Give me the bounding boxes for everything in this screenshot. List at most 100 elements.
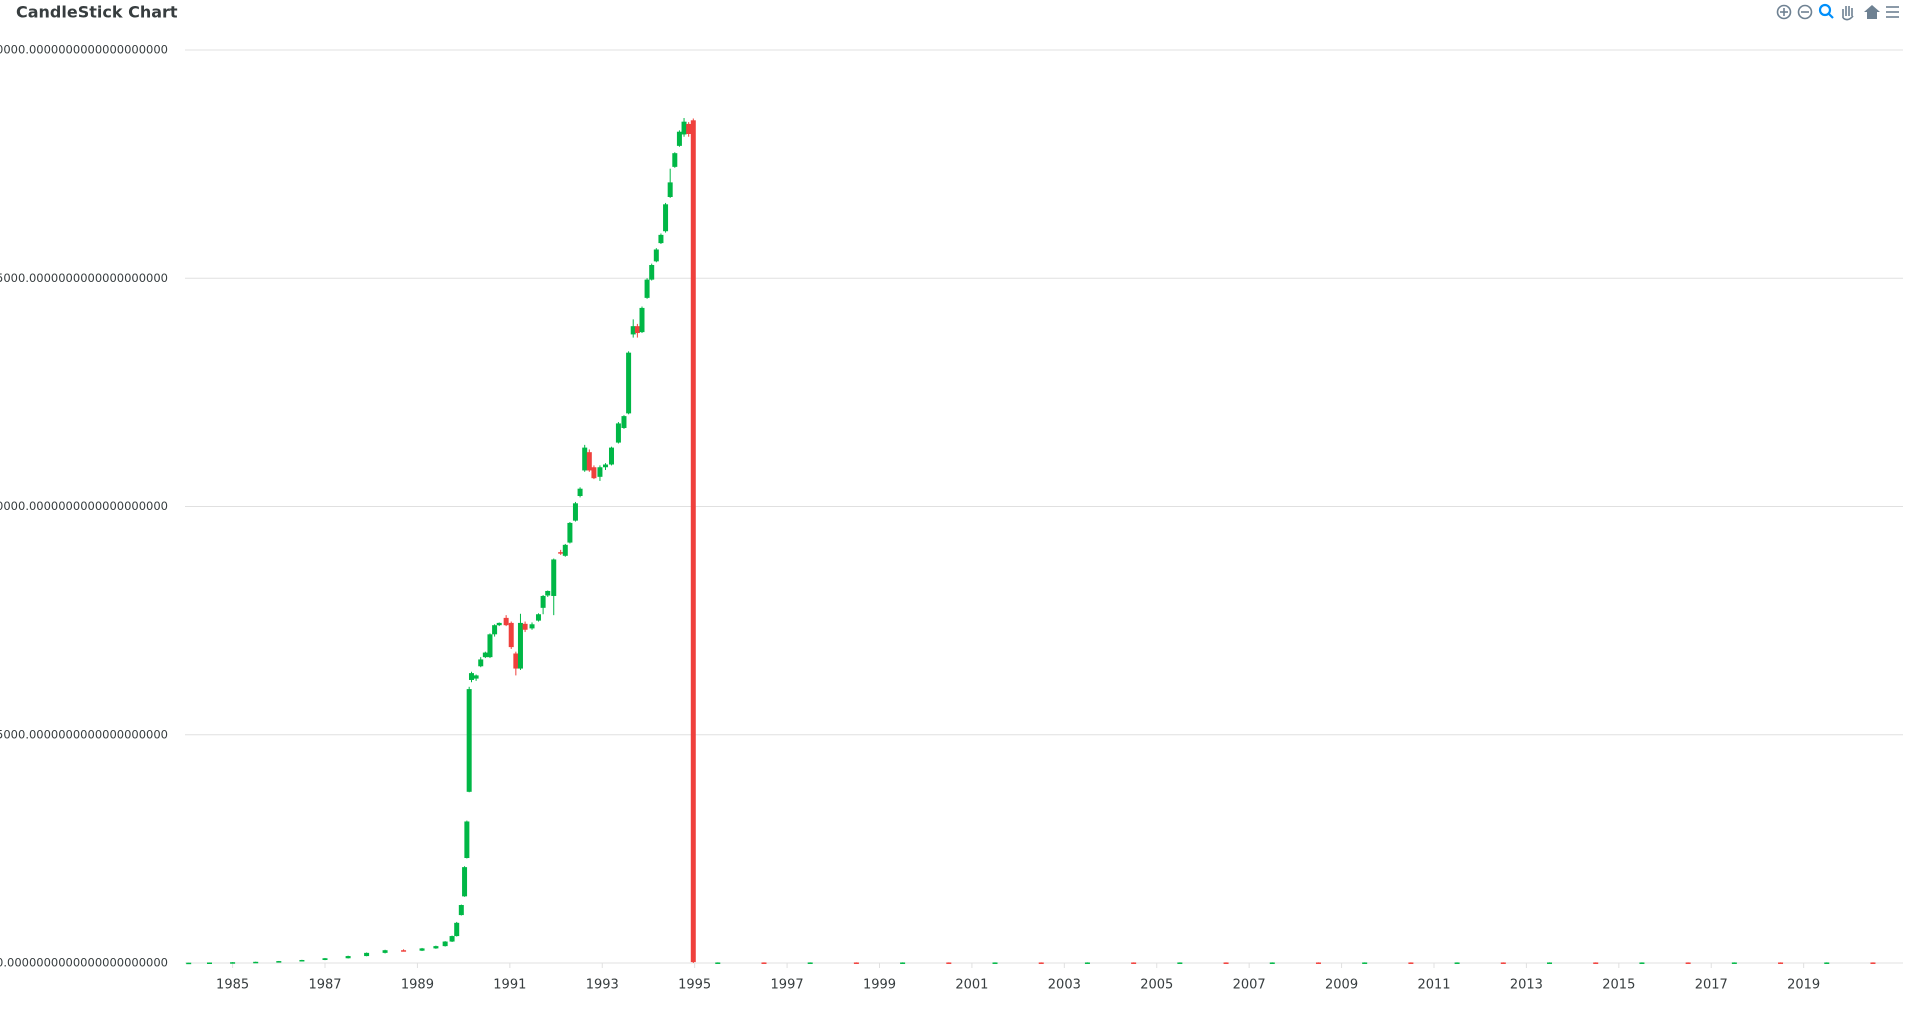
candle-body — [522, 623, 528, 630]
candle-body — [597, 467, 603, 477]
candle-body — [658, 234, 664, 244]
candle-body — [686, 123, 692, 134]
candle-body — [487, 634, 493, 658]
candle-body — [1500, 962, 1506, 964]
candle-body — [853, 962, 859, 964]
candle-body — [649, 265, 655, 280]
candle-body — [458, 905, 464, 916]
candle-body — [529, 624, 535, 629]
candle-body — [535, 614, 541, 621]
candle-body — [586, 452, 592, 471]
candle-body — [562, 544, 568, 556]
candle-body — [900, 962, 906, 964]
candle-body — [462, 867, 468, 897]
candle-body — [478, 659, 484, 667]
x-tick-label: 1993 — [586, 978, 619, 993]
candle-body — [1454, 962, 1460, 964]
candle-body — [513, 653, 519, 669]
x-tick-label: 1991 — [493, 978, 526, 993]
candle-body — [608, 447, 614, 465]
candle-body — [482, 652, 488, 658]
candle-body — [615, 423, 621, 443]
candle-body — [626, 352, 632, 414]
candle-body — [299, 959, 305, 962]
x-tick-label: 2001 — [955, 978, 988, 993]
y-tick-label: 15000.0000000000000000000 — [0, 271, 168, 285]
menu[interactable] — [1886, 6, 1899, 18]
candle-body — [449, 936, 455, 942]
reset-zoom[interactable] — [1864, 5, 1880, 19]
candle-body — [558, 552, 564, 554]
candle-body — [433, 946, 439, 949]
candle-body — [567, 522, 573, 543]
x-tick-label: 2007 — [1233, 978, 1266, 993]
candle-body — [644, 279, 650, 298]
candle-body — [186, 962, 192, 965]
candle-body — [653, 249, 659, 262]
candle-body — [401, 950, 407, 952]
pan[interactable] — [1842, 6, 1854, 21]
zoom-out[interactable] — [1797, 4, 1813, 20]
candle-body — [508, 622, 514, 648]
candle-body — [545, 590, 551, 596]
candle-body — [992, 962, 998, 964]
x-tick-label: 1997 — [771, 978, 804, 993]
zoom-in[interactable] — [1776, 4, 1792, 20]
candle-body — [577, 488, 583, 497]
selection-zoom[interactable] — [1818, 3, 1834, 19]
y-tick-label: 5000.0000000000000000000 — [0, 727, 168, 741]
candle-body — [621, 416, 627, 428]
x-tick-label: 2003 — [1048, 978, 1081, 993]
x-tick-label: 2011 — [1417, 978, 1450, 993]
candle-body — [540, 595, 546, 608]
candle-body — [253, 961, 259, 964]
candle-body — [1362, 962, 1368, 964]
candle-body — [551, 559, 557, 596]
candle-body — [1315, 962, 1321, 964]
y-tick-label: 0.0000000000000000000000 — [0, 956, 168, 970]
candle-body — [630, 326, 636, 335]
y-tick-label: 10000.0000000000000000000 — [0, 499, 168, 513]
x-tick-label: 2017 — [1695, 978, 1728, 993]
candle-body — [1824, 962, 1830, 964]
candle-body — [442, 941, 448, 947]
candle-body — [230, 962, 236, 964]
candle-body — [602, 464, 608, 468]
candle-body — [1269, 962, 1275, 964]
x-tick-label: 1995 — [678, 978, 711, 993]
candle-body — [591, 467, 597, 479]
x-tick-label: 2019 — [1787, 978, 1820, 993]
candle-body — [496, 622, 502, 626]
candle-body — [634, 326, 640, 334]
y-tick-label: 20000.0000000000000000000 — [0, 43, 168, 57]
candle-body — [676, 131, 682, 146]
candle-body — [690, 120, 696, 963]
candle-body — [1685, 962, 1691, 964]
candle-body — [639, 307, 645, 333]
candle-body — [345, 956, 351, 959]
x-tick-label: 2013 — [1510, 978, 1543, 993]
x-tick-label: 1999 — [863, 978, 896, 993]
candle-body — [503, 617, 509, 626]
x-tick-label: 2015 — [1602, 978, 1635, 993]
candle-body — [1593, 962, 1599, 964]
candle-body — [1084, 962, 1090, 964]
candle-body — [206, 962, 212, 964]
candle-body — [1731, 962, 1737, 964]
candle-body — [946, 962, 952, 964]
candle-body — [419, 948, 425, 951]
x-tick-label: 1989 — [401, 978, 434, 993]
candle-body — [1131, 962, 1137, 964]
candle-body — [276, 961, 282, 963]
candle-body — [1177, 962, 1183, 964]
candle-body — [1778, 962, 1784, 964]
x-tick-label: 2005 — [1140, 978, 1173, 993]
x-tick-label: 1985 — [216, 978, 249, 993]
candle-body — [663, 204, 669, 232]
candle-body — [667, 182, 673, 197]
candle-body — [1223, 962, 1229, 964]
candle-body — [1870, 962, 1876, 964]
candle-body — [466, 689, 472, 792]
